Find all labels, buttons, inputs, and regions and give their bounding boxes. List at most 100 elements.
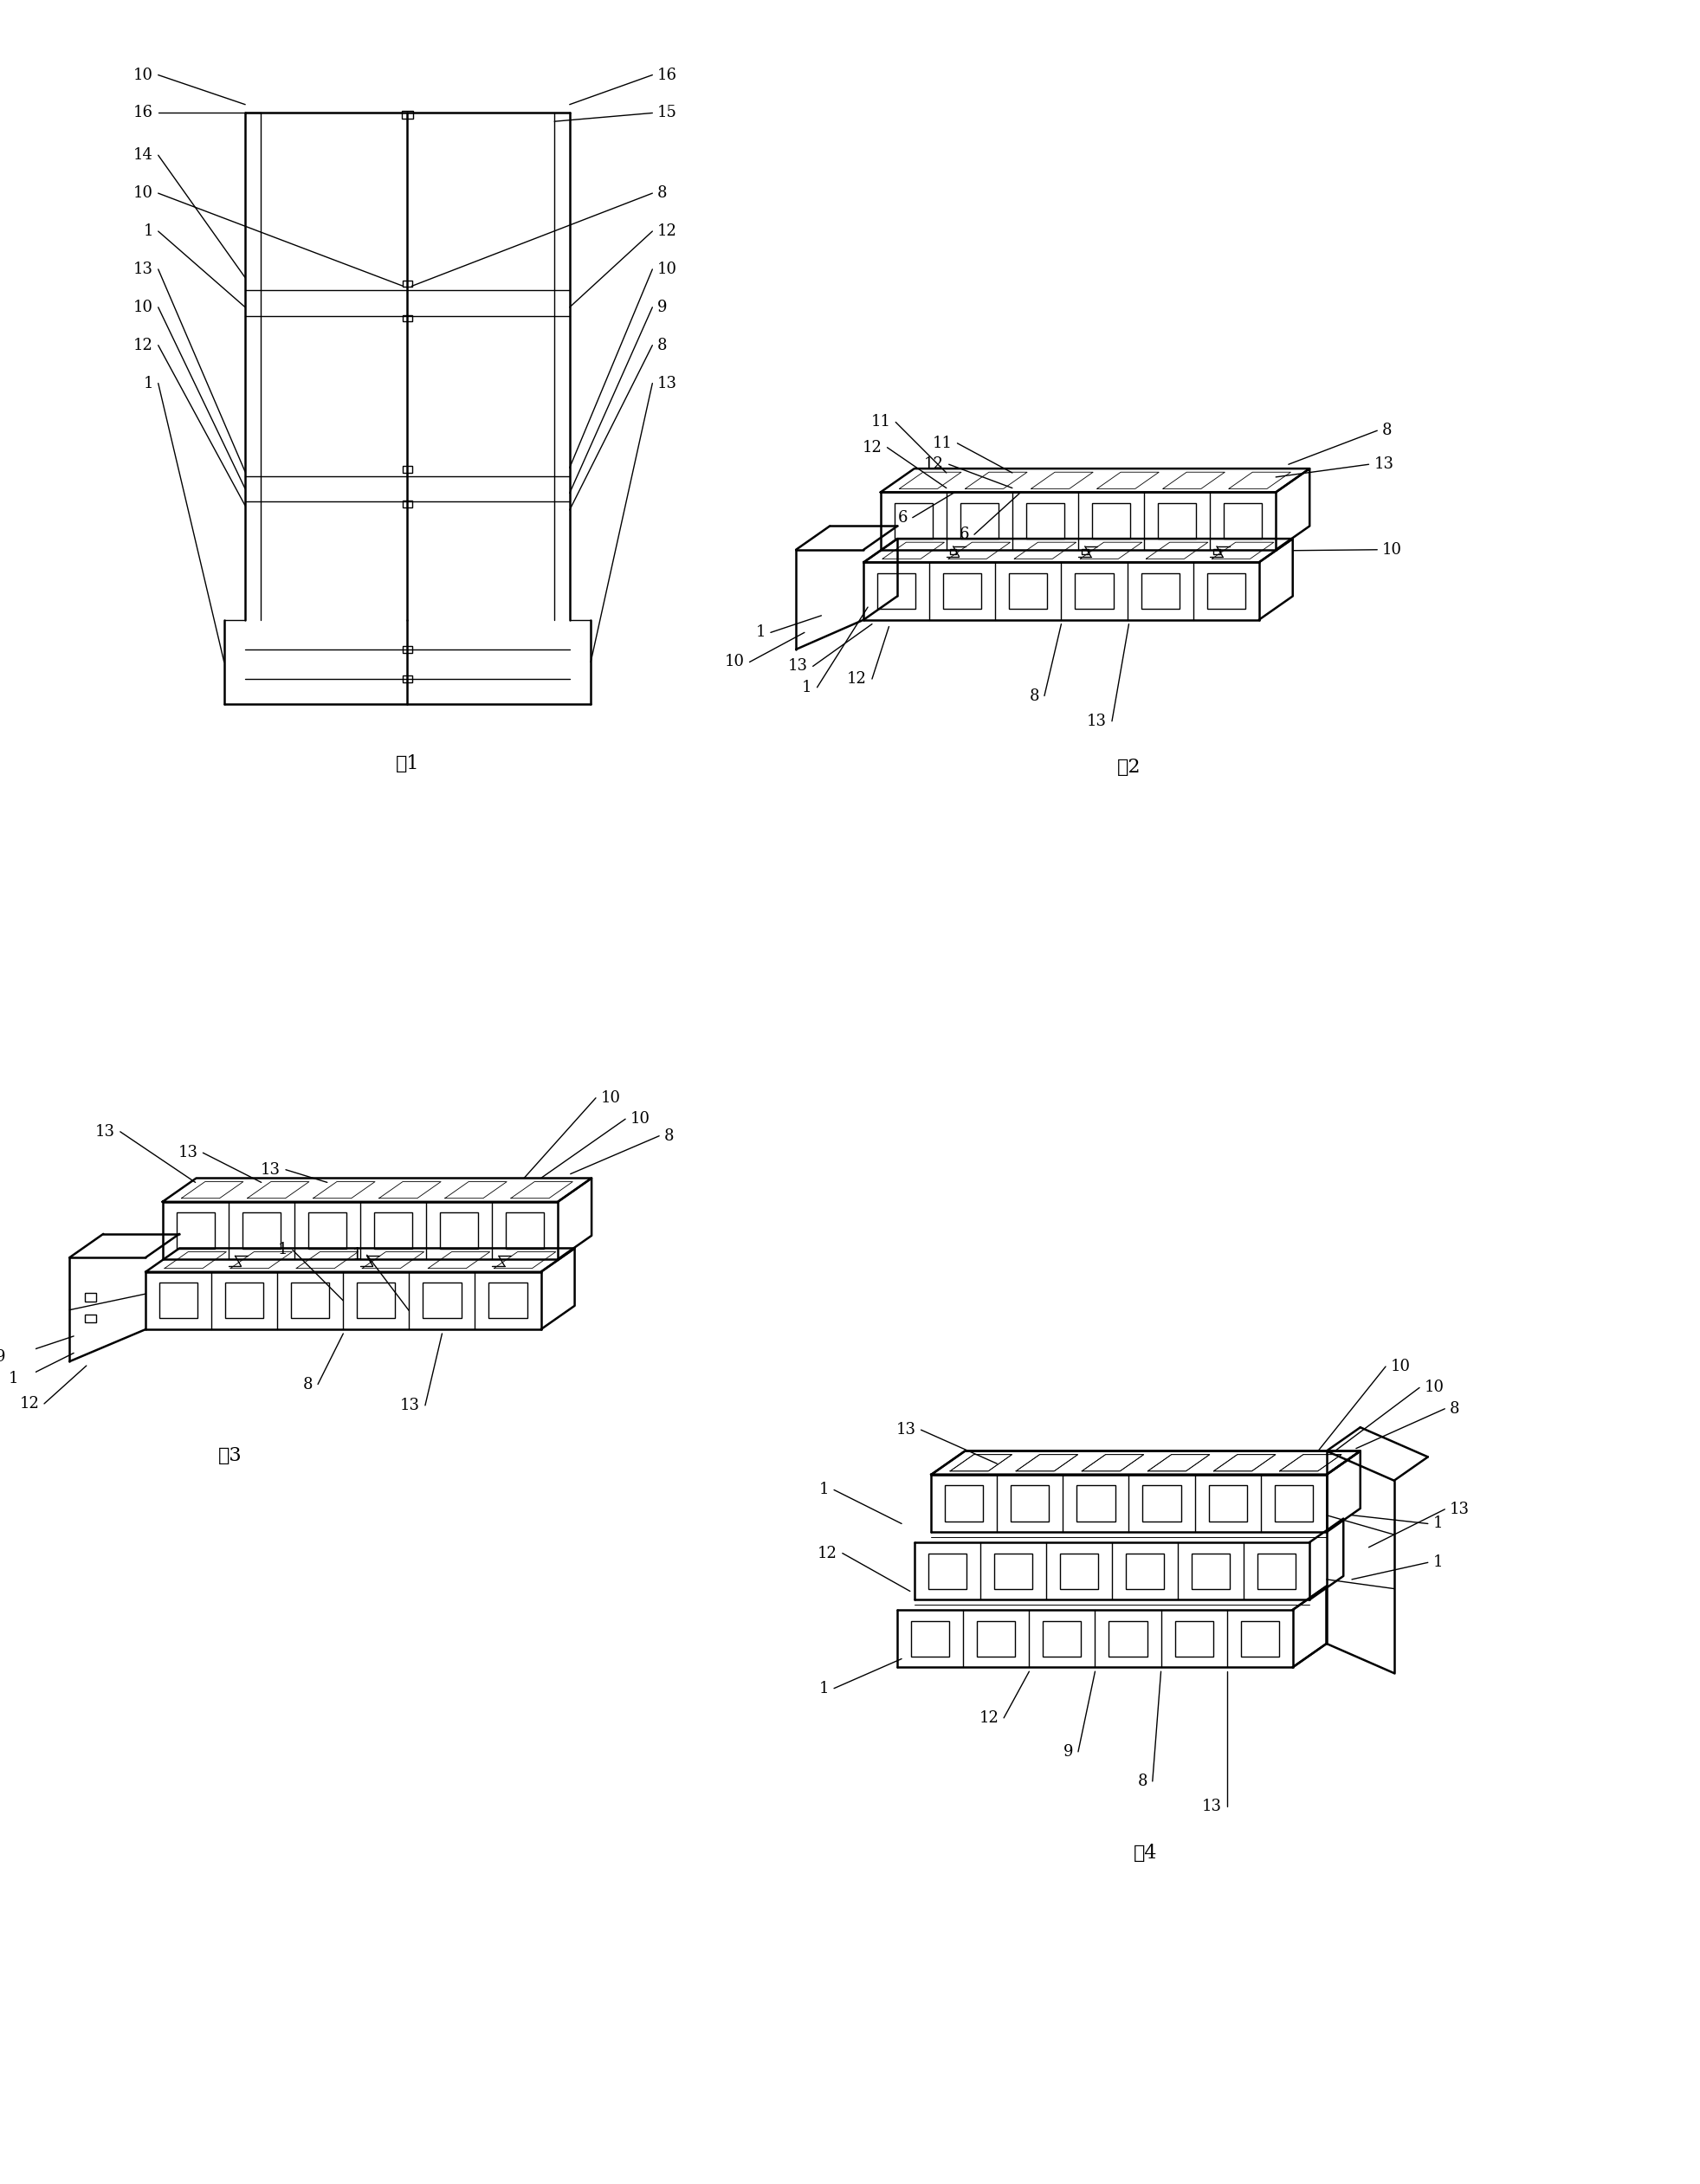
Bar: [403, 675, 413, 681]
Bar: [960, 502, 998, 539]
Bar: [1081, 548, 1088, 555]
Text: 13: 13: [133, 262, 153, 277]
Bar: [950, 548, 957, 555]
Text: 10: 10: [631, 1112, 651, 1127]
Bar: [1010, 572, 1047, 609]
Bar: [160, 1282, 197, 1319]
Text: 13: 13: [1450, 1500, 1470, 1518]
Text: 10: 10: [1391, 1358, 1411, 1374]
Text: 9: 9: [658, 299, 668, 314]
Text: 13: 13: [1374, 456, 1394, 472]
Text: 12: 12: [658, 223, 677, 238]
Text: 13: 13: [658, 376, 677, 391]
Bar: [1141, 572, 1180, 609]
Text: 11: 11: [932, 435, 952, 452]
Bar: [1076, 1485, 1115, 1522]
Text: 1: 1: [819, 1483, 830, 1498]
Text: 1: 1: [1433, 1555, 1443, 1570]
Text: 12: 12: [847, 670, 867, 686]
Text: 8: 8: [1382, 424, 1392, 439]
Text: 11: 11: [870, 415, 891, 430]
Text: 6: 6: [898, 509, 908, 526]
Text: 13: 13: [1086, 714, 1107, 729]
Bar: [1108, 1621, 1148, 1655]
Bar: [357, 1282, 396, 1319]
Bar: [1241, 1621, 1278, 1655]
Text: 12: 12: [862, 439, 882, 454]
Text: 1: 1: [755, 625, 765, 640]
Bar: [877, 572, 916, 609]
Bar: [1125, 1553, 1165, 1588]
Text: 10: 10: [724, 655, 745, 670]
Bar: [291, 1282, 330, 1319]
Text: 13: 13: [178, 1144, 197, 1160]
Text: 12: 12: [979, 1710, 1000, 1725]
Text: 8: 8: [665, 1129, 675, 1144]
Text: 图4: 图4: [1134, 1843, 1158, 1863]
Bar: [1224, 502, 1261, 539]
Bar: [1044, 1621, 1081, 1655]
Text: 8: 8: [658, 186, 668, 201]
Bar: [241, 1212, 280, 1249]
Bar: [1175, 1621, 1214, 1655]
Bar: [1258, 1553, 1295, 1588]
Bar: [505, 1212, 544, 1249]
Text: 1: 1: [1433, 1516, 1443, 1531]
Bar: [401, 111, 413, 118]
Bar: [403, 465, 413, 472]
Bar: [1091, 502, 1131, 539]
Text: 1: 1: [819, 1679, 830, 1697]
Bar: [403, 280, 413, 286]
Text: 13: 13: [399, 1398, 420, 1413]
Text: 13: 13: [787, 657, 808, 675]
Bar: [977, 1621, 1015, 1655]
Text: 1: 1: [143, 223, 153, 238]
Text: 13: 13: [95, 1125, 116, 1140]
Bar: [1158, 502, 1197, 539]
Text: 图1: 图1: [396, 753, 420, 773]
Bar: [911, 1621, 949, 1655]
Text: 14: 14: [133, 146, 153, 164]
Bar: [403, 646, 413, 653]
Bar: [1027, 502, 1064, 539]
Text: 9: 9: [0, 1350, 5, 1365]
Bar: [403, 500, 413, 507]
Bar: [944, 572, 981, 609]
Bar: [1209, 1485, 1246, 1522]
Text: 1: 1: [277, 1243, 287, 1258]
Text: 1: 1: [802, 679, 813, 695]
Bar: [894, 502, 933, 539]
Bar: [423, 1282, 461, 1319]
Text: 13: 13: [896, 1422, 916, 1437]
Text: 10: 10: [133, 299, 153, 314]
Text: 6: 6: [959, 526, 969, 542]
Text: 8: 8: [658, 339, 668, 354]
Bar: [440, 1212, 478, 1249]
Bar: [490, 1282, 527, 1319]
Bar: [1207, 572, 1244, 609]
Text: 1: 1: [143, 376, 153, 391]
Text: 10: 10: [133, 68, 153, 83]
Text: 12: 12: [925, 456, 944, 472]
Bar: [1074, 572, 1114, 609]
Bar: [85, 1315, 97, 1324]
Bar: [403, 314, 413, 321]
Bar: [994, 1553, 1032, 1588]
Text: 10: 10: [658, 262, 677, 277]
Bar: [1192, 1553, 1229, 1588]
Text: 8: 8: [303, 1376, 313, 1391]
Text: 10: 10: [1425, 1380, 1445, 1396]
Bar: [1275, 1485, 1312, 1522]
Bar: [85, 1293, 97, 1302]
Text: 10: 10: [133, 186, 153, 201]
Text: 8: 8: [1137, 1773, 1148, 1789]
Text: 10: 10: [1382, 542, 1402, 557]
Bar: [374, 1212, 411, 1249]
Text: 12: 12: [19, 1396, 39, 1411]
Bar: [1011, 1485, 1049, 1522]
Text: 13: 13: [1202, 1800, 1222, 1815]
Text: 图2: 图2: [1117, 758, 1141, 778]
Bar: [945, 1485, 983, 1522]
Bar: [1214, 548, 1221, 555]
Text: 9: 9: [1062, 1745, 1073, 1760]
